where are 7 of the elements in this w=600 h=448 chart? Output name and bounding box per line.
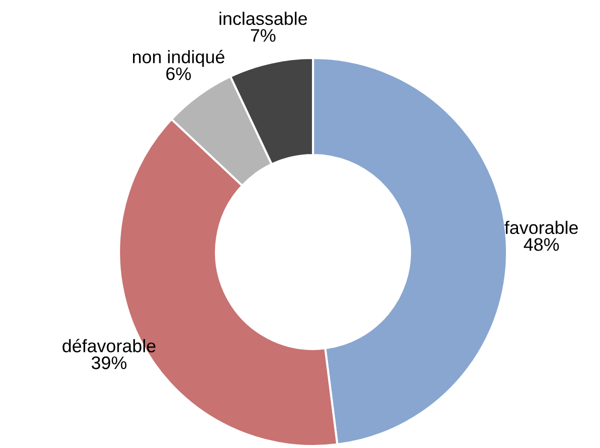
- data-label: 7%: [250, 29, 276, 42]
- data-label: 39%: [92, 356, 126, 370]
- slice-label: inclassable: [220, 12, 307, 26]
- data-label: 48%: [524, 238, 559, 251]
- slice-label: non indiqué: [132, 50, 224, 67]
- data-label: 6%: [166, 67, 191, 80]
- slice-label: favorable: [504, 220, 578, 234]
